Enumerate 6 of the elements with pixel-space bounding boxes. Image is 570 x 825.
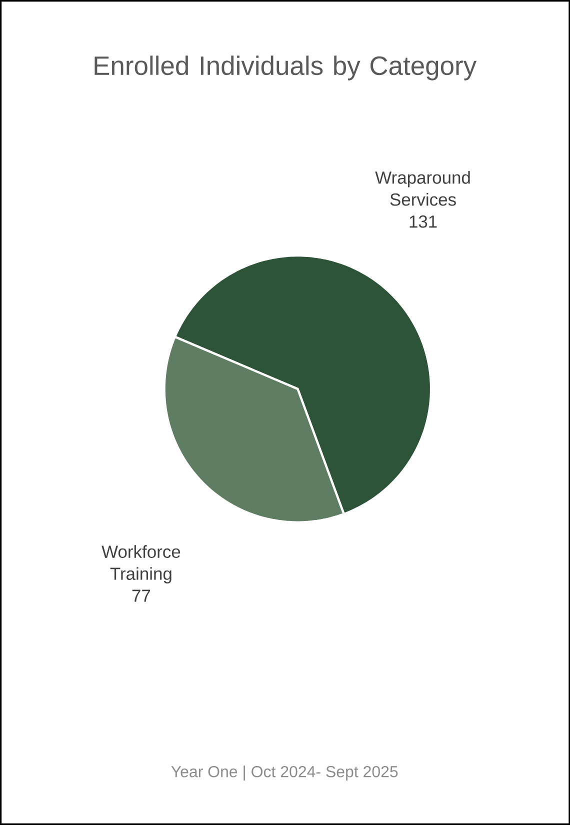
chart-title: Enrolled Individuals by Category (94, 56, 476, 80)
data-label: 77 (132, 590, 150, 602)
slice-label: Workforce Training (101, 545, 180, 584)
data-label: 131 (410, 215, 437, 228)
slice-label: Wraparound Services (375, 170, 470, 206)
text: Year One | Oct 2024- Sept 2025 (171, 766, 398, 781)
